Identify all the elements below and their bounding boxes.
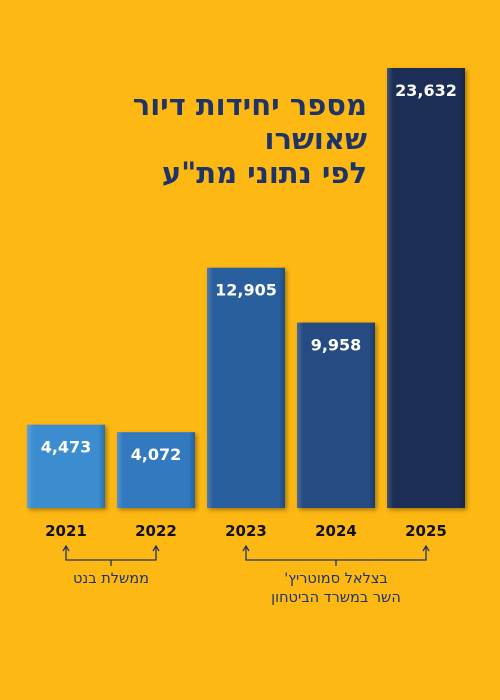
bar-bevel-2024	[297, 322, 375, 508]
group-label-smotrich: בצלאל סמוטריץ' השר במשרד הביטחון	[246, 570, 426, 608]
group-bracket-0	[65, 546, 157, 561]
bar-value-label-2023: 12,905	[215, 281, 277, 300]
group-label-line: ממשלת בנט	[73, 571, 149, 587]
group-bracket-arrow-1-1	[422, 544, 430, 552]
chart-title-line-1: מספר יחידות דיור	[132, 88, 367, 122]
group-bracket-arrow-0-1	[152, 544, 160, 552]
x-tick-label-2021: 2021	[45, 522, 87, 540]
group-bracket-arrow-1-0	[242, 544, 250, 552]
group-label-bennett: ממשלת בנט	[21, 570, 201, 589]
group-bracket-1	[245, 546, 427, 561]
x-tick-label-2024: 2024	[315, 522, 357, 540]
group-label-line: בצלאל סמוטריץ'	[284, 571, 388, 587]
chart-title-line-2: שאושרו	[264, 122, 367, 156]
chart-title: מספר יחידות דיור שאושרו לפי נתוני מת"ע	[67, 88, 367, 190]
bar-bevel-2022	[117, 432, 195, 508]
x-tick-label-2022: 2022	[135, 522, 177, 540]
bar-bevel-2025	[387, 68, 465, 508]
group-label-line: השר במשרד הביטחון	[271, 590, 401, 606]
group-bracket-arrow-0-0	[62, 544, 70, 552]
bar-value-label-2024: 9,958	[311, 336, 362, 355]
x-tick-label-2023: 2023	[225, 522, 267, 540]
bar-value-label-2025: 23,632	[395, 81, 457, 100]
bar-value-label-2022: 4,072	[131, 445, 182, 464]
chart-title-line-3: לפי נתוני מת"ע	[161, 156, 367, 190]
bar-value-label-2021: 4,473	[41, 438, 92, 457]
x-tick-label-2025: 2025	[405, 522, 447, 540]
bar-bevel-2021	[27, 424, 105, 508]
bar-bevel-2023	[207, 267, 285, 508]
